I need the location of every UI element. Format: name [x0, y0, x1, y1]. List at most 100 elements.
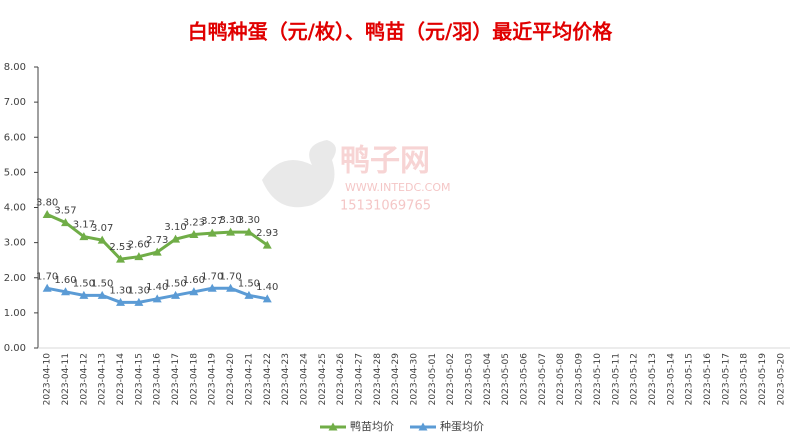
data-label: 1.60	[183, 275, 205, 286]
x-tick-label: 2023-05-17	[721, 353, 731, 405]
x-tick-label: 2023-05-09	[575, 353, 585, 406]
data-label: 1.30	[109, 285, 131, 296]
data-label: 3.80	[36, 198, 58, 209]
data-label: 1.30	[128, 285, 150, 296]
x-tick-label: 2023-04-23	[281, 353, 291, 405]
x-tick-label: 2023-05-14	[666, 353, 676, 406]
x-tick-label: 2023-05-05	[501, 353, 511, 405]
x-tick-label: 2023-04-14	[116, 353, 126, 406]
x-tick-label: 2023-05-16	[703, 353, 713, 406]
watermark-logo	[262, 140, 336, 208]
x-tick-label: 2023-05-12	[630, 353, 640, 405]
x-tick-label: 2023-04-26	[336, 353, 346, 406]
x-tick-label: 2023-05-11	[611, 353, 621, 405]
x-tick-label: 2023-05-01	[428, 353, 438, 405]
x-tick-label: 2023-04-17	[171, 353, 181, 405]
point-marker	[226, 283, 236, 292]
x-tick-label: 2023-04-16	[153, 353, 163, 406]
point-marker	[171, 234, 181, 243]
y-tick-label: 7.00	[4, 97, 26, 108]
point-marker	[116, 254, 126, 263]
watermark-text: 15131069765	[340, 199, 431, 214]
watermark-text: 鸭子网	[340, 144, 430, 179]
x-tick-label: 2023-05-06	[520, 353, 530, 406]
data-label: 2.73	[146, 235, 168, 246]
data-label: 1.50	[91, 278, 113, 289]
point-marker	[61, 218, 71, 227]
x-tick-label: 2023-04-25	[318, 353, 328, 405]
x-tick-label: 2023-05-19	[758, 353, 768, 406]
data-label: 1.50	[164, 278, 186, 289]
point-marker	[116, 297, 126, 306]
data-label: 3.30	[238, 215, 260, 226]
y-tick-label: 5.00	[4, 167, 26, 178]
watermark-text: WWW.INTEDC.COM	[345, 181, 450, 194]
x-tick-label: 2023-04-22	[263, 353, 273, 405]
x-tick-label: 2023-04-29	[391, 353, 401, 406]
y-tick-label: 1.00	[4, 308, 26, 319]
data-label: 3.30	[219, 215, 241, 226]
data-label: 3.17	[73, 220, 95, 231]
data-label: 3.10	[164, 222, 186, 233]
point-marker	[134, 297, 144, 306]
data-label: 1.70	[219, 271, 241, 282]
data-label: 1.50	[238, 278, 260, 289]
data-label: 1.70	[201, 271, 223, 282]
data-label: 1.70	[36, 271, 58, 282]
data-label: 2.93	[256, 228, 278, 239]
legend-marker	[418, 422, 428, 431]
x-tick-label: 2023-05-04	[483, 353, 493, 406]
point-marker	[207, 228, 217, 237]
data-label: 1.60	[54, 275, 76, 286]
y-tick-label: 0.00	[4, 343, 26, 354]
x-tick-label: 2023-05-08	[556, 353, 566, 406]
x-tick-label: 2023-04-30	[410, 353, 420, 406]
data-label: 1.40	[146, 282, 168, 293]
point-marker	[42, 283, 52, 292]
point-marker	[97, 235, 107, 244]
data-label: 2.53	[109, 242, 131, 253]
x-tick-label: 2023-04-21	[244, 353, 254, 405]
x-tick-label: 2023-04-19	[208, 353, 218, 406]
point-marker	[244, 290, 254, 299]
x-tick-label: 2023-04-28	[373, 353, 383, 406]
point-marker	[152, 294, 162, 303]
point-marker	[262, 294, 272, 303]
x-tick-label: 2023-04-15	[134, 353, 144, 405]
data-label: 3.23	[183, 218, 205, 229]
point-marker	[79, 290, 89, 299]
point-marker	[134, 252, 144, 261]
x-tick-label: 2023-05-03	[465, 353, 475, 405]
y-tick-label: 6.00	[4, 132, 26, 143]
point-marker	[189, 287, 199, 296]
x-tick-label: 2023-05-07	[538, 353, 548, 405]
legend-label: 种蛋均价	[440, 419, 484, 433]
point-marker	[262, 240, 272, 249]
x-tick-label: 2023-04-27	[354, 353, 364, 405]
data-label: 1.40	[256, 282, 278, 293]
data-label: 2.60	[128, 240, 150, 251]
y-tick-label: 8.00	[4, 62, 26, 73]
x-tick-label: 2023-04-24	[299, 353, 309, 406]
x-tick-label: 2023-05-20	[776, 353, 786, 406]
x-tick-label: 2023-05-02	[446, 353, 456, 405]
point-marker	[79, 232, 89, 241]
x-tick-label: 2023-04-13	[98, 353, 108, 405]
point-marker	[171, 290, 181, 299]
point-marker	[189, 230, 199, 239]
point-marker	[226, 227, 236, 236]
point-marker	[207, 283, 217, 292]
point-marker	[42, 210, 52, 219]
legend-marker	[328, 422, 338, 431]
x-tick-label: 2023-05-10	[593, 353, 603, 406]
x-tick-label: 2023-04-11	[61, 353, 71, 405]
data-label: 3.07	[91, 223, 113, 234]
x-tick-label: 2023-04-10	[43, 353, 53, 406]
legend-label: 鸭苗均价	[350, 420, 394, 433]
point-marker	[97, 290, 107, 299]
data-label: 1.50	[73, 278, 95, 289]
x-tick-label: 2023-05-13	[648, 353, 658, 405]
x-tick-label: 2023-04-18	[189, 353, 199, 406]
x-tick-label: 2023-04-20	[226, 353, 236, 406]
